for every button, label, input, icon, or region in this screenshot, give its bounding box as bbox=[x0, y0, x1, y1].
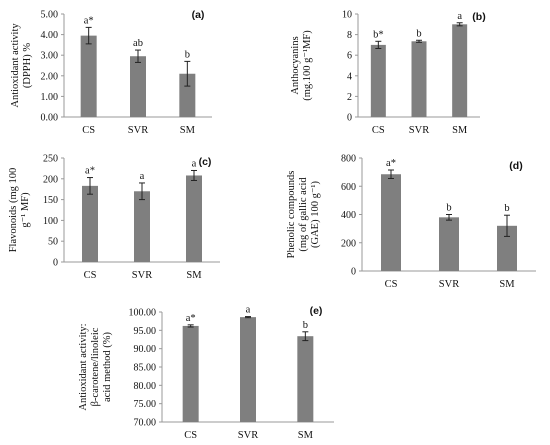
y-tick-label: 100.00 bbox=[129, 308, 157, 319]
y-axis-title: Flavonoids (mg 100g⁻¹ MF) bbox=[8, 168, 31, 253]
bar bbox=[130, 56, 146, 117]
y-tick-label: 10 bbox=[342, 10, 352, 21]
y-tick-label: 0 bbox=[347, 113, 352, 124]
y-tick-label: 0 bbox=[53, 258, 58, 269]
x-category-label: CS bbox=[385, 279, 398, 290]
y-tick-label: 75.00 bbox=[134, 399, 157, 410]
significance-label: b bbox=[504, 203, 509, 214]
y-tick-label: 1.00 bbox=[41, 92, 59, 103]
y-tick-label: 70.00 bbox=[134, 418, 157, 429]
x-category-label: SVR bbox=[238, 430, 258, 441]
bar bbox=[297, 336, 314, 422]
bar bbox=[179, 73, 196, 117]
chart-panel-3: 0 50 100 150 200 250 a* CS a SVR a SM Flavonoids (mg… bbox=[8, 154, 220, 281]
y-tick-label: 95.00 bbox=[134, 326, 157, 337]
significance-label: a bbox=[192, 158, 197, 169]
chart-panel-4: 0 200 400 600 800 a* CS b SVR b SM Phenolic compoun… bbox=[286, 154, 536, 290]
bar bbox=[134, 191, 150, 262]
y-tick-label: 8 bbox=[347, 30, 352, 41]
y-tick-label: 80.00 bbox=[134, 381, 157, 392]
y-tick-label: 5.00 bbox=[41, 10, 59, 21]
y-tick-label: 0 bbox=[351, 267, 356, 278]
significance-label: b bbox=[416, 28, 421, 39]
y-tick-label: 250 bbox=[43, 154, 58, 165]
bar bbox=[497, 225, 517, 271]
x-category-label: SVR bbox=[439, 279, 459, 290]
x-category-label: SVR bbox=[409, 125, 429, 136]
panel-letter: (d) bbox=[509, 160, 522, 172]
significance-label: a* bbox=[84, 15, 94, 26]
panel-letter: (e) bbox=[310, 305, 323, 317]
bar bbox=[381, 174, 401, 271]
y-tick-label: 400 bbox=[341, 210, 356, 221]
y-tick-label: 90.00 bbox=[134, 344, 157, 355]
y-tick-label: 4.00 bbox=[41, 30, 59, 41]
y-tick-label: 600 bbox=[341, 182, 356, 193]
bar bbox=[452, 24, 468, 117]
y-tick-label: 4 bbox=[347, 71, 352, 82]
y-tick-label: 50 bbox=[48, 237, 58, 248]
x-category-label: CS bbox=[84, 270, 97, 281]
y-axis-title: Phenolic compounds(mg of gallic acid(GAE… bbox=[286, 171, 321, 259]
y-axis-title: Antioxidant activity(DPPH) % bbox=[10, 23, 33, 108]
y-tick-label: 85.00 bbox=[134, 363, 157, 374]
y-tick-label: 3.00 bbox=[41, 51, 59, 62]
significance-label: ab bbox=[133, 38, 143, 49]
x-category-label: CS bbox=[372, 125, 385, 136]
bar bbox=[439, 217, 459, 271]
chart-panel-1: 0.00 1.00 2.00 3.00 4.00 5.00 a* CS ab SVR b SM Anti… bbox=[10, 9, 212, 136]
y-tick-label: 100 bbox=[43, 216, 58, 227]
significance-label: b* bbox=[373, 29, 384, 40]
significance-label: b bbox=[185, 49, 190, 60]
y-tick-label: 2.00 bbox=[41, 71, 59, 82]
x-category-label: SVR bbox=[132, 270, 152, 281]
x-category-label: SM bbox=[452, 125, 468, 136]
x-category-label: SM bbox=[298, 430, 314, 441]
significance-label: a bbox=[457, 11, 462, 22]
y-axis-title: Anthocyanins(mg.100 g⁻¹MF) bbox=[290, 30, 313, 101]
chart-panel-5: 70.00 75.00 80.00 85.00 90.00 95.00 100.00 a* CS… bbox=[78, 305, 334, 441]
bar bbox=[186, 175, 202, 262]
bar bbox=[240, 317, 256, 422]
x-category-label: CS bbox=[184, 430, 197, 441]
bar bbox=[182, 325, 199, 422]
x-category-label: CS bbox=[82, 125, 95, 136]
y-tick-label: 800 bbox=[341, 154, 356, 165]
bar bbox=[370, 44, 386, 117]
bar bbox=[82, 185, 98, 262]
x-category-label: SM bbox=[186, 270, 202, 281]
y-axis-title: Antioxidant activity:β-carotene/linoleic… bbox=[78, 323, 113, 410]
y-tick-label: 6 bbox=[347, 51, 352, 62]
significance-label: a bbox=[246, 305, 251, 316]
y-tick-label: 200 bbox=[341, 238, 356, 249]
significance-label: a* bbox=[386, 158, 396, 169]
significance-label: b bbox=[446, 203, 451, 214]
y-tick-label: 150 bbox=[43, 195, 58, 206]
significance-label: a bbox=[140, 171, 145, 182]
x-category-label: SM bbox=[180, 125, 196, 136]
x-category-label: SVR bbox=[128, 125, 148, 136]
significance-label: a* bbox=[186, 313, 196, 324]
bar bbox=[411, 41, 427, 117]
chart-panel-2: 0 2 4 6 8 10 b* CS b SVR a SM Anthocyanins(mg.100 g⁻… bbox=[290, 10, 486, 137]
panel-letter: (a) bbox=[192, 9, 205, 21]
y-tick-label: 0.00 bbox=[41, 113, 59, 124]
significance-label: a* bbox=[85, 166, 95, 177]
bar bbox=[80, 35, 97, 117]
x-category-label: SM bbox=[499, 279, 515, 290]
y-tick-label: 200 bbox=[43, 174, 58, 185]
significance-label: b bbox=[303, 320, 308, 331]
panel-letter: (c) bbox=[199, 156, 212, 168]
panel-letter: (b) bbox=[472, 11, 485, 23]
y-tick-label: 2 bbox=[347, 92, 352, 103]
